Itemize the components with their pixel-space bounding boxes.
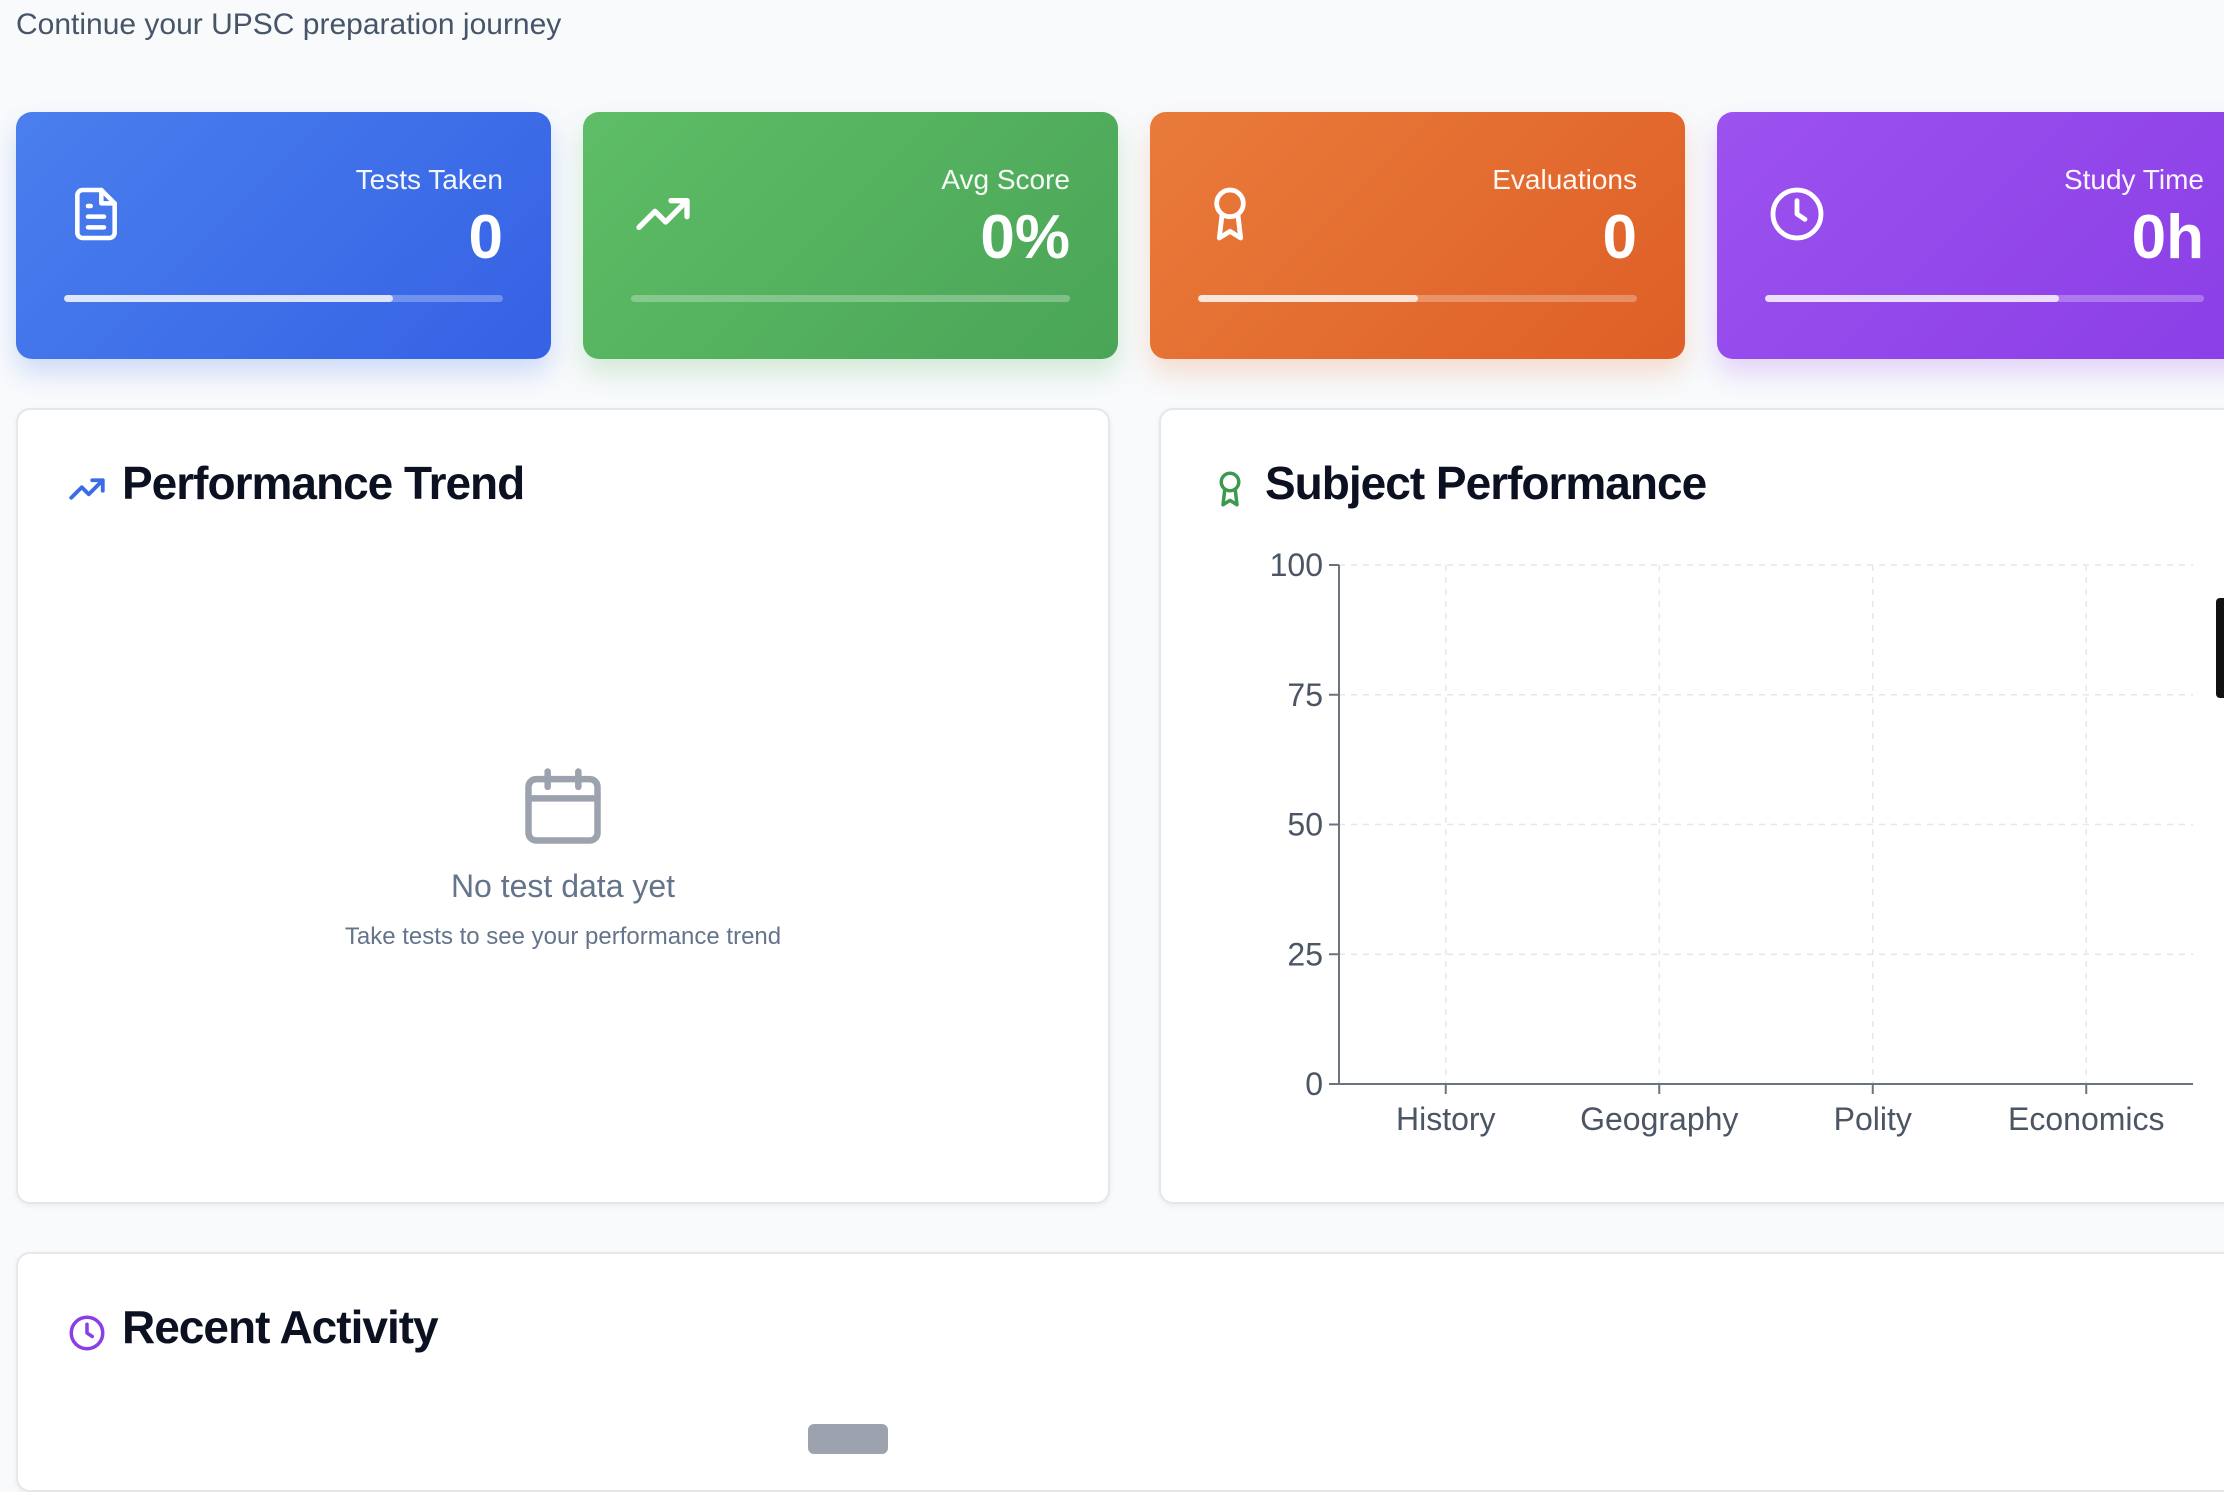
clock-icon <box>1770 187 1824 241</box>
card-title: Recent Activity <box>122 1301 439 1353</box>
stat-value: 0% <box>980 203 1070 272</box>
award-icon <box>1214 187 1246 241</box>
stat-card-study-time[interactable]: Study Time 0h <box>1717 112 2224 359</box>
stat-label: Avg Score <box>941 164 1070 195</box>
stat-value: 0h <box>2131 203 2204 272</box>
card-title: Performance Trend <box>122 457 525 509</box>
award-icon <box>1219 471 1241 507</box>
stat-progress-fill <box>1765 295 2060 302</box>
empty-state-title: No test data yet <box>450 868 676 904</box>
empty-state: No test data yet Take tests to see your … <box>18 760 1108 951</box>
trending-up-icon <box>636 198 690 230</box>
subject-performance-card: Subject Performance 0 25 50 75 100 History Geo… <box>1159 408 2224 1204</box>
page-subtitle: Continue your UPSC preparation journey <box>16 8 562 41</box>
clock-icon <box>69 1315 105 1351</box>
y-tick-label: 50 <box>1287 807 1323 843</box>
y-tick-label: 0 <box>1305 1066 1323 1102</box>
stat-progress-bar <box>1765 295 2204 302</box>
y-tick-label: 100 <box>1270 547 1323 583</box>
scrollbar-thumb[interactable] <box>2216 598 2224 698</box>
stat-card-avg-score[interactable]: Avg Score 0% <box>583 112 1118 359</box>
stat-progress-fill <box>1198 295 1418 302</box>
recent-activity-card: Recent Activity <box>16 1252 2224 1492</box>
card-title: Subject Performance <box>1265 457 1707 509</box>
stat-card-tests-taken[interactable]: Tests Taken 0 <box>16 112 551 359</box>
y-tick-label: 25 <box>1287 936 1323 972</box>
performance-trend-card: Performance Trend No test data yet Take … <box>16 408 1110 1204</box>
stat-label: Tests Taken <box>355 164 503 195</box>
stat-progress-bar <box>64 295 503 302</box>
stat-label: Evaluations <box>1492 164 1637 195</box>
stat-progress-fill <box>64 295 394 302</box>
stat-label: Study Time <box>2063 164 2204 195</box>
calendar-icon <box>525 768 601 844</box>
document-icon <box>75 187 117 241</box>
y-tick-label: 75 <box>1287 677 1323 713</box>
stat-progress-bar <box>631 295 1070 302</box>
stat-card-evaluations[interactable]: Evaluations 0 <box>1150 112 1685 359</box>
stat-value: 0 <box>1602 203 1637 272</box>
stat-progress-bar <box>1198 295 1637 302</box>
empty-state-subtitle: Take tests to see your performance trend <box>344 923 782 950</box>
loading-placeholder <box>808 1424 888 1454</box>
x-tick-label: Polity <box>1834 1101 1912 1137</box>
stat-value: 0 <box>468 203 503 272</box>
x-tick-label: History <box>1396 1101 1496 1137</box>
trending-up-icon <box>69 478 105 500</box>
x-tick-label: Economics <box>2008 1101 2165 1137</box>
x-tick-label: Geography <box>1580 1101 1738 1137</box>
subject-performance-chart: 0 25 50 75 100 History Geography Polity Economic… <box>1270 547 2193 1137</box>
